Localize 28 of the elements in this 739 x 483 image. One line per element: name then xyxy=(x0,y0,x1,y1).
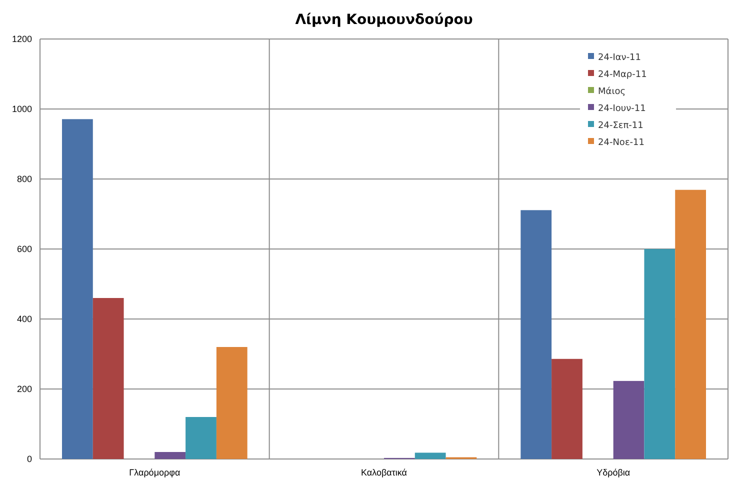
bar xyxy=(154,452,186,459)
x-tick-label: Καλοβατικά xyxy=(361,467,407,478)
y-tick-label: 1200 xyxy=(12,34,32,44)
bar xyxy=(92,298,124,459)
legend-label: 24-Μαρ-11 xyxy=(598,70,647,80)
bar xyxy=(62,119,93,459)
bar xyxy=(186,417,216,459)
bar xyxy=(520,210,552,459)
bar xyxy=(613,380,644,459)
x-tick-label: Υδρόβια xyxy=(596,467,630,478)
legend-label: 24-Ιαν-11 xyxy=(598,53,642,63)
legend-label: Μάιος xyxy=(598,86,626,97)
bar xyxy=(552,358,582,459)
y-tick-label: 600 xyxy=(16,244,32,254)
bar xyxy=(216,347,248,459)
legend-label: 24-Νοε-11 xyxy=(598,138,645,148)
y-tick-label: 200 xyxy=(16,384,32,394)
bar xyxy=(414,452,446,459)
legend-label: 24-Ιουν-11 xyxy=(598,104,646,114)
bar xyxy=(644,249,676,459)
y-tick-label: 800 xyxy=(16,174,32,184)
y-tick-label: 0 xyxy=(26,454,32,464)
y-tick-label: 1000 xyxy=(12,104,32,114)
legend-label: 24-Σεπ-11 xyxy=(598,121,644,131)
bar xyxy=(675,190,706,459)
chart-title: Λίμνη Κουμουνδούρου xyxy=(295,12,473,28)
y-tick-label: 400 xyxy=(16,314,32,324)
x-tick-label: Γλαρόμορφα xyxy=(129,467,180,478)
